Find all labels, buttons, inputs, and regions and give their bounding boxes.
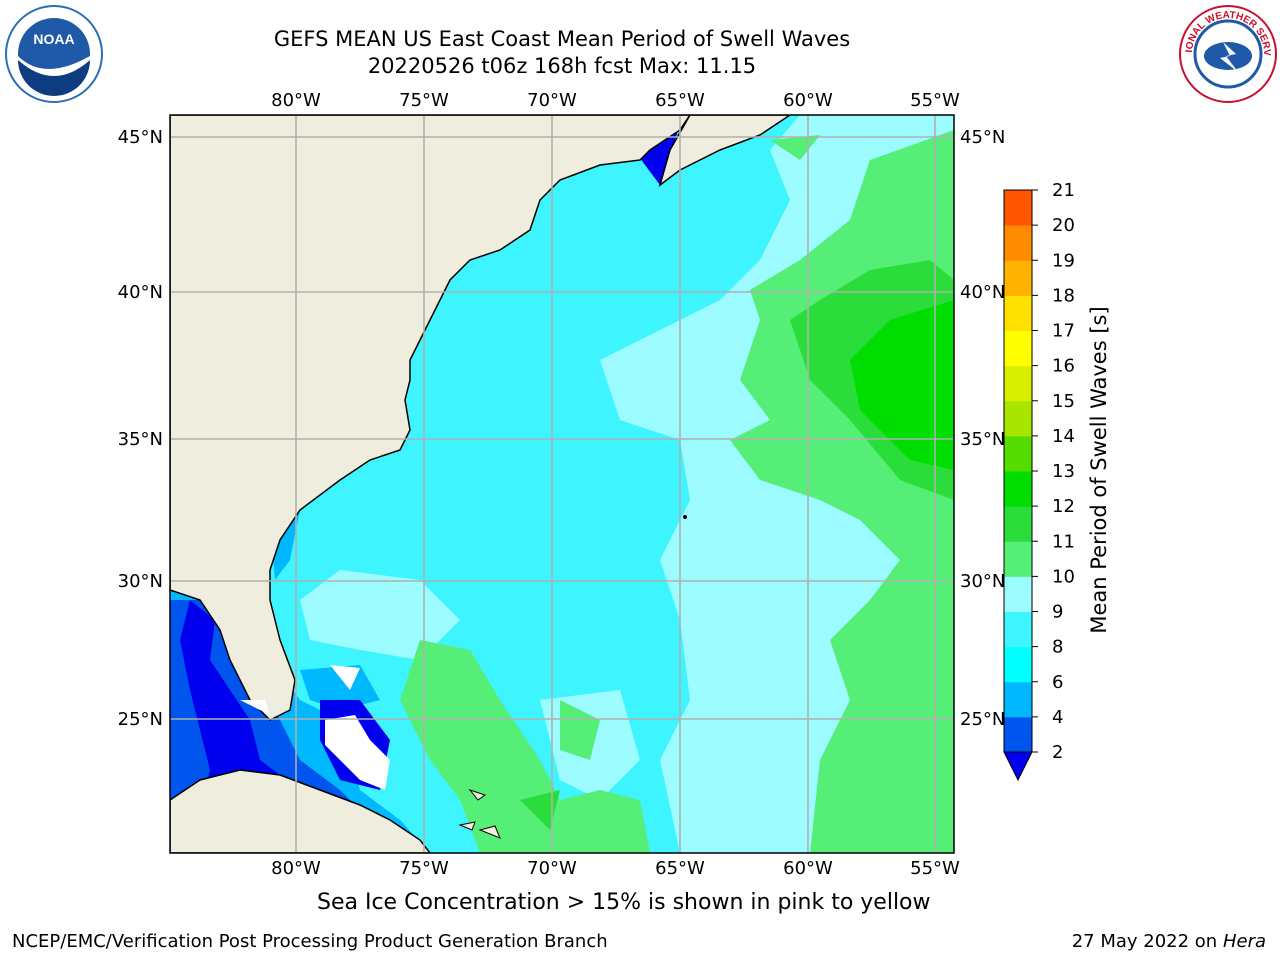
colorbar-segment (1004, 260, 1032, 296)
colorbar-tick-label: 18 (1052, 285, 1075, 306)
noaa-logo-text: NOAA (33, 31, 74, 47)
lon-label-top: 60°W (783, 90, 833, 111)
colorbar-tick-label: 10 (1052, 566, 1075, 587)
colorbar-segment (1004, 611, 1032, 648)
lat-label-right: 35°N (960, 429, 1005, 450)
footer-date: 27 May 2022 on Hera (1072, 931, 1266, 952)
colorbar-segment (1004, 400, 1032, 437)
bahamas-bank (325, 715, 390, 790)
colorbar-segment (1004, 646, 1032, 683)
lon-label-bottom: 65°W (655, 858, 705, 879)
nova-scotia-land (658, 115, 792, 187)
lon-label-bottom: 70°W (527, 858, 577, 879)
colorbar-segment (1004, 681, 1032, 718)
colorbar-tick-label: 8 (1052, 637, 1063, 658)
swell-region-4-6s (300, 665, 380, 710)
colorbar: 2 4 6 8 9 10 11 12 13 14 15 16 17 18 19 20 21 (1003, 180, 1075, 782)
colorbar-segment (1004, 435, 1032, 472)
swell-region-9-10s (560, 700, 600, 760)
noaa-logo: NOAA (5, 5, 103, 103)
swell-region-9-10s (400, 640, 650, 853)
footer-date-text: 27 May 2022 on (1071, 931, 1218, 952)
lat-label-right: 40°N (960, 282, 1005, 303)
colorbar-segment (1004, 716, 1032, 753)
longitude-labels-top: 80°W 75°W 70°W 65°W 60°W 55°W (271, 90, 960, 111)
lat-label-left: 25°N (118, 709, 163, 730)
lon-label-top: 70°W (527, 90, 577, 111)
swell-region-8-9s (300, 570, 460, 660)
colorbar-tick-label: 19 (1052, 250, 1075, 271)
island (458, 821, 476, 831)
colorbar-tick-label: 6 (1052, 672, 1063, 693)
lon-label-bottom: 75°W (399, 858, 449, 879)
north-america-land (170, 115, 691, 721)
latitude-labels-right: 45°N 40°N 35°N 30°N 25°N (960, 127, 1005, 730)
lon-label-top: 80°W (271, 90, 321, 111)
colorbar-segment (1004, 330, 1032, 367)
lon-label-top: 75°W (399, 90, 449, 111)
colorbar-tick-label: 14 (1052, 426, 1075, 447)
graticule (170, 115, 954, 853)
lat-label-left: 40°N (118, 282, 163, 303)
bahamas-bank (240, 700, 270, 715)
lat-label-right: 45°N (960, 127, 1005, 148)
sea-ice-note: Sea Ice Concentration > 15% is shown in … (317, 890, 931, 915)
lon-label-bottom: 60°W (783, 858, 833, 879)
latitude-labels-left: 45°N 40°N 35°N 30°N 25°N (118, 127, 163, 730)
colorbar-segment (1004, 541, 1032, 577)
map-subtitle: 20220526 t06z 168h fcst Max: 11.15 (367, 54, 757, 78)
longitude-labels-bottom: 80°W 75°W 70°W 65°W 60°W 55°W (271, 858, 960, 879)
map-frame (169, 114, 955, 854)
footer-host: Hera (1222, 931, 1266, 952)
lon-label-bottom: 80°W (271, 858, 321, 879)
lat-label-left: 35°N (118, 429, 163, 450)
island (478, 825, 501, 839)
colorbar-segment (1004, 190, 1032, 226)
bermuda-island (683, 515, 687, 519)
colorbar-tick-label: 11 (1052, 531, 1075, 552)
lat-label-right: 30°N (960, 571, 1005, 592)
colorbar-tick-label: 4 (1052, 707, 1063, 728)
colorbar-segment (1004, 295, 1032, 331)
footer-credit: NCEP/EMC/Verification Post Processing Pr… (12, 931, 608, 952)
nws-logo: NATIONAL WEATHER SERVICE (1178, 4, 1277, 103)
swell-region-10-11s (520, 790, 560, 830)
colorbar-tick-label: 16 (1052, 356, 1075, 377)
colorbar-tick-label: 17 (1052, 321, 1075, 342)
colorbar-tick-label: 13 (1052, 461, 1075, 482)
lat-label-left: 45°N (118, 127, 163, 148)
colorbar-tick-label: 15 (1052, 391, 1075, 412)
lon-label-top: 65°W (655, 90, 705, 111)
lon-label-bottom: 55°W (910, 858, 960, 879)
colorbar-segment (1004, 365, 1032, 402)
island (468, 788, 487, 801)
map-title: GEFS MEAN US East Coast Mean Period of S… (273, 27, 851, 51)
cuba-land (170, 769, 431, 853)
colorbar-tick-label: 21 (1052, 180, 1075, 201)
colorbar-segment (1004, 225, 1032, 261)
colorbar-label: Mean Period of Swell Waves [s] (1087, 306, 1111, 633)
lat-label-left: 30°N (118, 571, 163, 592)
lon-label-top: 55°W (910, 90, 960, 111)
colorbar-tick-label: 2 (1052, 742, 1063, 763)
colorbar-segment (1004, 576, 1032, 612)
colorbar-tick-label: 12 (1052, 496, 1075, 517)
bahamas-bank (330, 665, 360, 690)
lat-label-right: 25°N (960, 709, 1005, 730)
colorbar-segment (1004, 506, 1032, 542)
colorbar-tick-label: 20 (1052, 215, 1075, 236)
swell-region-11-12s (850, 300, 954, 470)
colorbar-segment (1004, 471, 1032, 507)
colorbar-tick-label: 9 (1052, 602, 1063, 623)
colorbar-under-arrow (1003, 751, 1033, 782)
